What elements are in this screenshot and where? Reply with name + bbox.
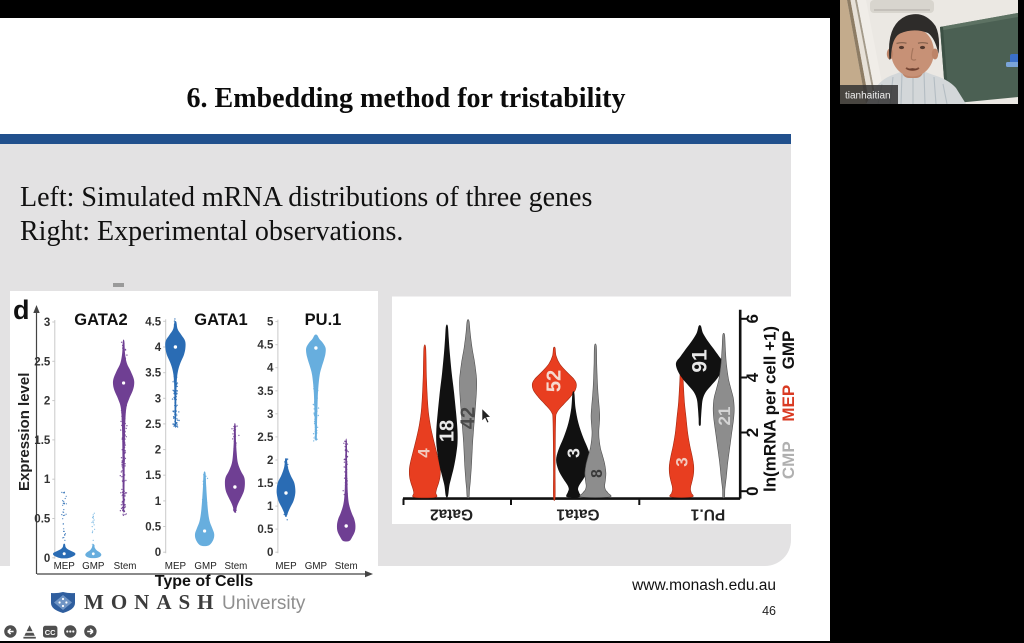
svg-text:1.5: 1.5 <box>145 470 162 482</box>
svg-text:3.5: 3.5 <box>145 368 162 380</box>
svg-text:GATA2: GATA2 <box>74 311 127 329</box>
svg-text:Gata1: Gata1 <box>556 506 599 523</box>
svg-text:GMP: GMP <box>305 561 328 572</box>
svg-text:0: 0 <box>743 486 762 495</box>
svg-text:3.5: 3.5 <box>257 386 274 398</box>
svg-text:21: 21 <box>715 407 734 426</box>
svg-text:1: 1 <box>267 501 274 513</box>
svg-text:2: 2 <box>267 455 273 467</box>
svg-text:GMP: GMP <box>194 561 217 572</box>
svg-text:1.5: 1.5 <box>257 478 274 490</box>
svg-text:1.5: 1.5 <box>34 435 51 447</box>
svg-text:4: 4 <box>155 342 162 354</box>
svg-text:4: 4 <box>267 363 274 375</box>
svg-text:3: 3 <box>44 317 50 329</box>
svg-text:Stem: Stem <box>335 561 358 572</box>
svg-text:Type of Cells: Type of Cells <box>155 573 253 589</box>
svg-text:University: University <box>222 593 306 614</box>
svg-text:GATA1: GATA1 <box>194 311 247 329</box>
svg-text:d: d <box>13 295 30 325</box>
svg-text:52: 52 <box>544 370 566 392</box>
svg-text:Stem: Stem <box>224 561 247 572</box>
svg-text:Expression level: Expression level <box>16 373 33 491</box>
svg-text:3: 3 <box>673 457 692 466</box>
svg-text:0: 0 <box>44 553 50 565</box>
svg-text:4: 4 <box>415 448 434 458</box>
svg-text:8: 8 <box>589 469 606 478</box>
svg-text:CC: CC <box>44 628 55 637</box>
svg-text:1: 1 <box>155 496 162 508</box>
svg-text:2.5: 2.5 <box>145 419 162 431</box>
svg-text:91: 91 <box>689 349 712 373</box>
svg-text:6: 6 <box>743 314 762 323</box>
svg-text:3: 3 <box>564 448 584 458</box>
svg-text:2.5: 2.5 <box>34 356 51 368</box>
svg-text:GMP: GMP <box>779 331 798 370</box>
svg-text:ln(mRNA per cell +1): ln(mRNA per cell +1) <box>761 326 780 492</box>
svg-text:0.5: 0.5 <box>34 514 51 526</box>
svg-text:Stem: Stem <box>114 561 137 572</box>
svg-text:2: 2 <box>44 396 50 408</box>
svg-text:0: 0 <box>155 547 161 559</box>
svg-text:0.5: 0.5 <box>257 524 274 536</box>
svg-text:PU.1: PU.1 <box>305 311 342 329</box>
svg-text:2: 2 <box>155 445 161 457</box>
svg-text:2.5: 2.5 <box>257 432 274 444</box>
svg-text:0.5: 0.5 <box>145 522 162 534</box>
svg-text:3: 3 <box>267 409 273 421</box>
svg-text:MEP: MEP <box>779 385 798 422</box>
svg-text:MONASH: MONASH <box>84 590 221 614</box>
svg-text:0: 0 <box>267 547 273 559</box>
svg-text:4.5: 4.5 <box>145 316 162 328</box>
svg-text:MEP: MEP <box>54 561 76 572</box>
svg-text:PU.1: PU.1 <box>690 506 725 523</box>
svg-text:CMP: CMP <box>779 441 798 479</box>
svg-text:tianhaitian: tianhaitian <box>845 91 891 102</box>
svg-text:2: 2 <box>743 428 762 437</box>
svg-text:4.5: 4.5 <box>257 340 274 352</box>
svg-text:18: 18 <box>437 420 459 442</box>
svg-text:5: 5 <box>267 317 274 329</box>
svg-text:42: 42 <box>458 407 480 429</box>
svg-text:4: 4 <box>743 372 762 382</box>
svg-text:3: 3 <box>155 393 161 405</box>
svg-text:GMP: GMP <box>82 561 105 572</box>
svg-text:MEP: MEP <box>275 561 297 572</box>
svg-text:Gata2: Gata2 <box>430 506 473 523</box>
svg-text:MEP: MEP <box>165 561 187 572</box>
svg-text:1: 1 <box>44 474 51 486</box>
